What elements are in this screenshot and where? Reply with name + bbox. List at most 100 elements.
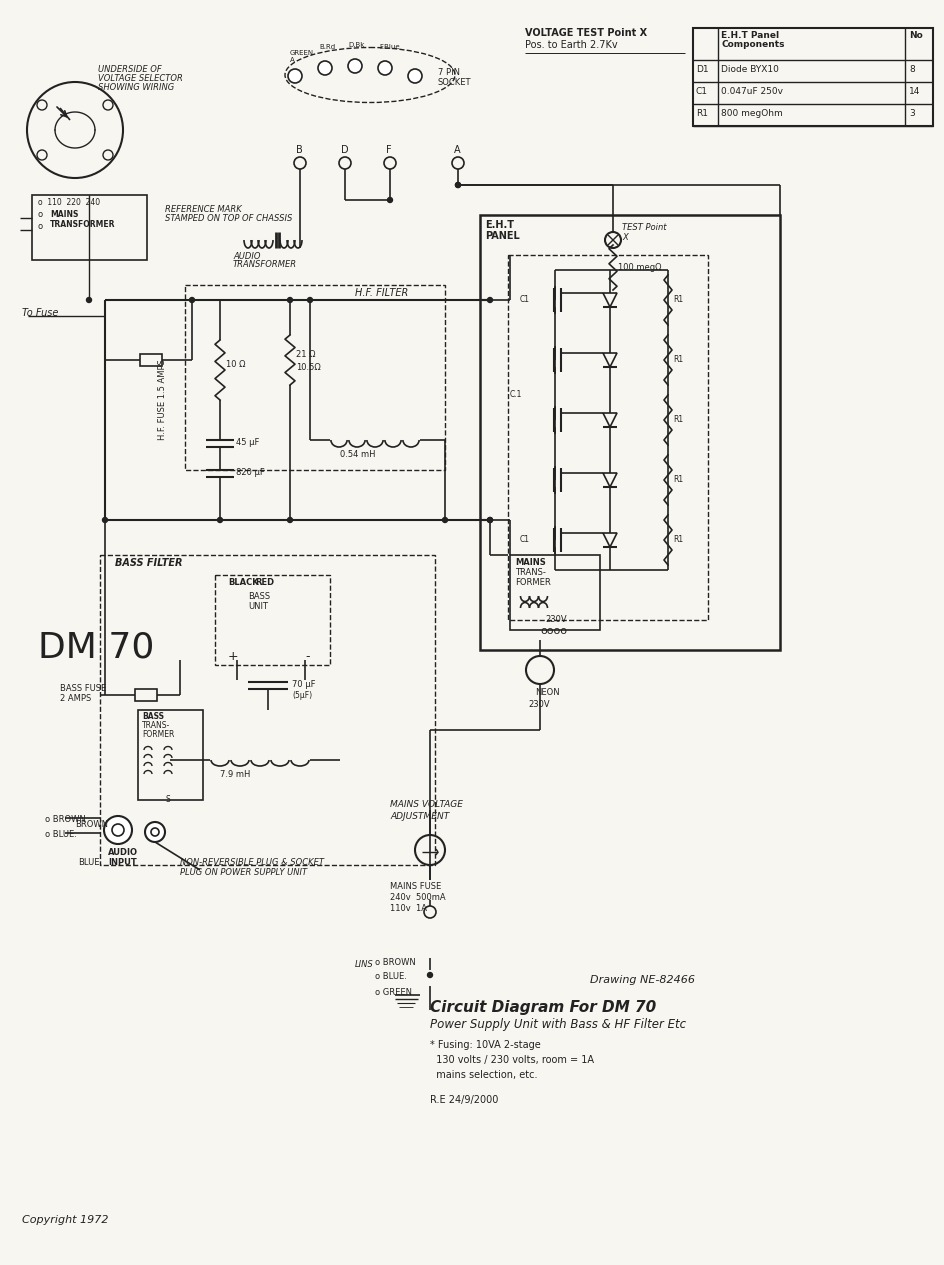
Bar (138, 710, 203, 799)
Text: BROWN: BROWN (75, 820, 108, 829)
Text: o GREEN: o GREEN (375, 988, 412, 997)
Text: Circuit Diagram For DM 70: Circuit Diagram For DM 70 (430, 1001, 656, 1015)
Text: B.Rd: B.Rd (319, 44, 335, 51)
Text: 100 megΩ: 100 megΩ (618, 263, 662, 272)
Text: NEON: NEON (535, 688, 560, 697)
Text: MAINS: MAINS (50, 210, 78, 219)
Text: o BROWN: o BROWN (45, 815, 86, 824)
Text: 3: 3 (909, 109, 915, 118)
Text: PANEL: PANEL (485, 231, 520, 242)
Circle shape (456, 182, 461, 187)
Text: 240v  500mA: 240v 500mA (390, 893, 446, 902)
Text: ADJUSTMENT: ADJUSTMENT (390, 812, 449, 821)
Text: 0.047uF 250v: 0.047uF 250v (721, 87, 783, 96)
Circle shape (145, 822, 165, 842)
Text: SHOWING WIRING: SHOWING WIRING (98, 83, 175, 92)
Text: 820 μF: 820 μF (236, 468, 264, 477)
Text: BLUE.: BLUE. (78, 858, 102, 867)
Bar (510, 555, 600, 630)
Text: NON-REVERSIBLE PLUG & SOCKET: NON-REVERSIBLE PLUG & SOCKET (180, 858, 324, 867)
Text: o: o (38, 210, 43, 219)
Text: 7.9 mH: 7.9 mH (220, 770, 250, 779)
Text: TRANSFORMER: TRANSFORMER (233, 261, 297, 269)
Text: B: B (296, 145, 303, 156)
Text: Copyright 1972: Copyright 1972 (22, 1214, 109, 1225)
Bar (480, 215, 780, 650)
Text: 14: 14 (909, 87, 920, 96)
Bar (100, 555, 435, 865)
Text: H.F. FUSE 1.5 AMPS: H.F. FUSE 1.5 AMPS (158, 359, 167, 440)
Circle shape (378, 61, 392, 75)
Text: BASS: BASS (142, 712, 164, 721)
Text: 2 AMPS: 2 AMPS (60, 694, 92, 703)
Circle shape (487, 517, 493, 522)
Circle shape (428, 973, 432, 978)
Text: UNIT: UNIT (248, 602, 268, 611)
Text: 230V: 230V (528, 700, 549, 708)
Text: MAINS FUSE: MAINS FUSE (390, 882, 441, 891)
Circle shape (348, 59, 362, 73)
Text: o BLUE.: o BLUE. (45, 830, 76, 839)
Text: o  110  220  240: o 110 220 240 (38, 199, 100, 207)
Bar (185, 285, 445, 471)
Text: C1: C1 (520, 535, 530, 544)
Circle shape (103, 517, 108, 522)
Text: R1: R1 (696, 109, 708, 118)
Circle shape (112, 824, 124, 836)
Text: 10.5Ω: 10.5Ω (296, 363, 321, 372)
Text: H.F. FILTER: H.F. FILTER (355, 288, 408, 299)
Text: GREEN
A: GREEN A (290, 51, 314, 63)
Circle shape (408, 70, 422, 83)
Text: o BROWN: o BROWN (375, 958, 415, 966)
Text: E.H.T Panel: E.H.T Panel (721, 32, 779, 40)
Text: C.1: C.1 (510, 390, 522, 398)
Text: REFERENCE MARK: REFERENCE MARK (165, 205, 242, 214)
Text: LINS: LINS (355, 960, 374, 969)
Text: No: No (909, 32, 922, 40)
Circle shape (104, 816, 132, 844)
Text: 70 μF: 70 μF (292, 681, 315, 689)
Circle shape (387, 197, 393, 202)
Text: * Fusing: 10VA 2-stage: * Fusing: 10VA 2-stage (430, 1040, 541, 1050)
Bar (135, 689, 157, 701)
Circle shape (308, 297, 312, 302)
Text: 45 μF: 45 μF (236, 438, 260, 447)
Text: STAMPED ON TOP OF CHASSIS: STAMPED ON TOP OF CHASSIS (165, 214, 293, 223)
Text: 10 Ω: 10 Ω (226, 361, 245, 369)
Text: 110v  1A: 110v 1A (390, 904, 427, 913)
Circle shape (456, 182, 461, 187)
Text: FORMER: FORMER (515, 578, 550, 587)
Text: 0.54 mH: 0.54 mH (340, 450, 376, 459)
Text: C1: C1 (696, 87, 708, 96)
Text: 8: 8 (909, 65, 915, 73)
Text: MAINS VOLTAGE: MAINS VOLTAGE (390, 799, 463, 810)
Text: R1: R1 (673, 535, 683, 544)
Circle shape (190, 297, 194, 302)
Text: D1: D1 (696, 65, 709, 73)
Text: TRANS-: TRANS- (142, 721, 170, 730)
Circle shape (217, 517, 223, 522)
Text: E.H.T: E.H.T (485, 220, 514, 230)
Text: BLACK: BLACK (228, 578, 259, 587)
Bar (32, 195, 147, 261)
Text: mains selection, etc.: mains selection, etc. (430, 1070, 537, 1080)
Text: o: o (38, 221, 43, 231)
Text: AUDIO: AUDIO (233, 252, 261, 261)
Text: TRANS-: TRANS- (515, 568, 546, 577)
Circle shape (318, 61, 332, 75)
Text: UNDERSIDE OF: UNDERSIDE OF (98, 65, 161, 73)
Text: INPUT: INPUT (108, 858, 137, 867)
Circle shape (487, 297, 493, 302)
Text: AUDIO: AUDIO (108, 848, 138, 856)
Text: C1: C1 (520, 295, 530, 304)
Text: Power Supply Unit with Bass & HF Filter Etc: Power Supply Unit with Bass & HF Filter … (430, 1018, 686, 1031)
Text: o BLUE.: o BLUE. (375, 972, 407, 980)
Circle shape (288, 70, 302, 83)
Bar (693, 28, 933, 127)
Text: Pos. to Earth 2.7Kv: Pos. to Earth 2.7Kv (525, 40, 617, 51)
Text: BASS FUSE: BASS FUSE (60, 684, 107, 693)
Text: +: + (228, 650, 239, 663)
Circle shape (288, 297, 293, 302)
Text: X: X (622, 233, 628, 242)
Text: Components: Components (721, 40, 784, 49)
